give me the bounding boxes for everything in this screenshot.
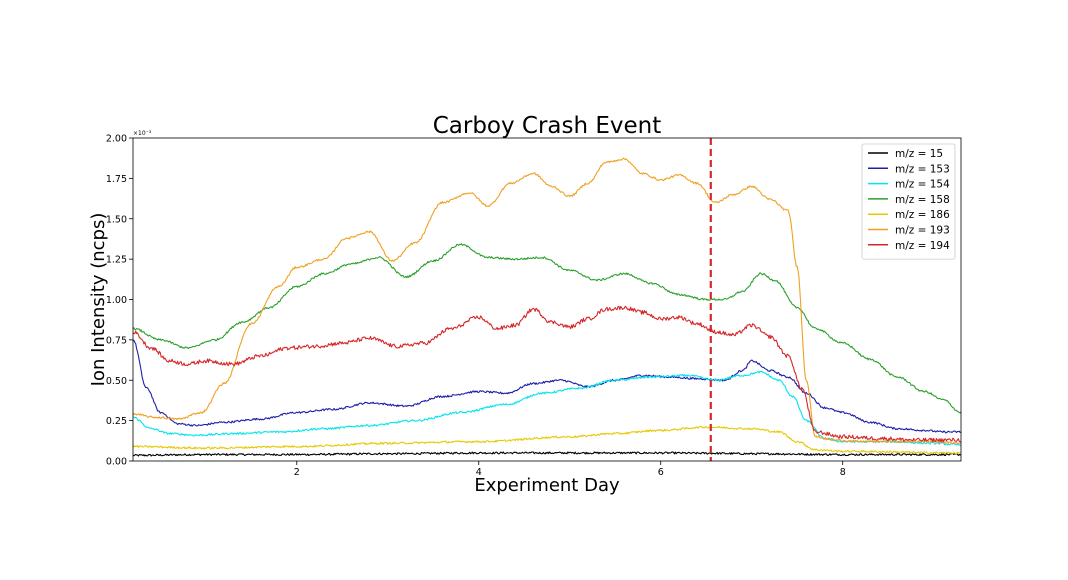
x-tick-label: 2: [294, 467, 300, 478]
legend-label: m/z = 194: [895, 240, 950, 252]
legend-label: m/z = 186: [895, 209, 950, 221]
legend-label: m/z = 153: [895, 163, 950, 175]
series-layer: [132, 157, 962, 457]
y-axis-label: Ion Intensity (ncps): [88, 213, 109, 387]
series-line-0: [132, 451, 962, 457]
y-tick-label: 1.75: [106, 174, 127, 185]
y-tick-label: 0.50: [106, 376, 127, 387]
series-line-5: [132, 157, 962, 445]
series-line-1: [132, 339, 962, 434]
legend-label: m/z = 158: [895, 194, 950, 206]
y-tick-label: 0.25: [106, 416, 127, 427]
y-tick-label: 0.75: [106, 335, 127, 346]
y-tick-label: 2.00: [106, 134, 127, 145]
ticks-layer: 0.00 0.25 0.50 0.75 1.00 1.25 1.50 1.75 2.00 2 4 6 8: [106, 134, 846, 479]
series-line-3: [132, 243, 962, 414]
x-tick-label: 6: [658, 467, 664, 478]
legend-label: m/z = 193: [895, 225, 950, 237]
x-tick-label: 8: [840, 467, 846, 478]
legend-box: [861, 143, 956, 260]
series-line-6: [132, 305, 962, 443]
legend-label: m/z = 154: [895, 179, 950, 191]
plot-frame: [132, 137, 962, 462]
series-line-4: [132, 425, 962, 455]
y-tick-label: 1.50: [106, 214, 127, 225]
chart-title: Carboy Crash Event: [433, 113, 662, 139]
legend: m/z = 15 m/z = 153 m/z = 154 m/z = 158 m/z =…: [861, 143, 956, 260]
y-tick-label: 0.00: [106, 457, 127, 468]
y-tick-label: 1.25: [106, 255, 127, 266]
y-axis-exponent: ×10⁻³: [133, 130, 152, 137]
x-tick-label: 4: [476, 467, 482, 478]
series-line-2: [133, 370, 962, 447]
x-axis-label: Experiment Day: [474, 475, 620, 496]
legend-label: m/z = 15: [895, 148, 943, 160]
y-tick-label: 1.00: [106, 295, 127, 306]
